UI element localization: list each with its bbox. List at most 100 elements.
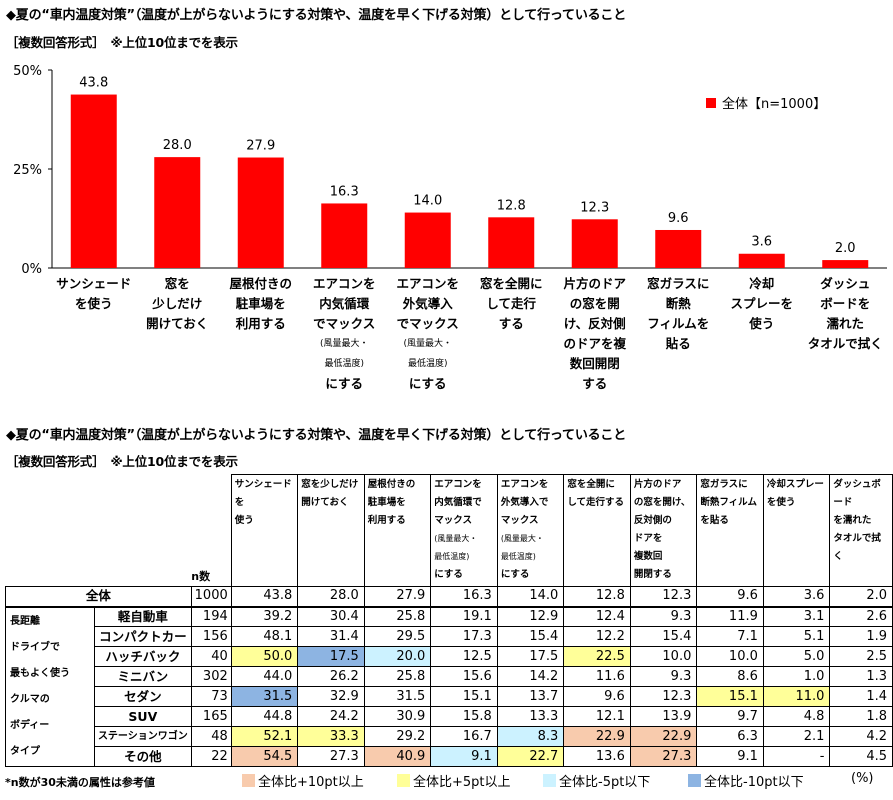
column-header-line: を使う: [766, 497, 796, 508]
total-cell: 28.0: [297, 586, 365, 608]
row-label: SUV: [93, 706, 192, 727]
category-label-line: の窓を開: [569, 296, 620, 311]
table-cell: 40.9: [363, 746, 432, 767]
header-blank: [6, 475, 192, 587]
column-header-line: 最低温度): [434, 552, 470, 561]
category-label: エアコンを 外気導入 でマックス (風量最大・ 最低温度) にする: [386, 274, 470, 394]
category-label: 片方のドア の窓を開 け、反対側 のドアを複 数回開閉 する: [553, 274, 637, 394]
category-label-line: にする: [325, 376, 364, 391]
bar: [321, 203, 368, 268]
table-cell: 4.2: [829, 726, 893, 747]
table-cell: 4.5: [829, 746, 893, 767]
table-cell: 12.4: [563, 606, 631, 627]
legend-swatch: [706, 97, 716, 108]
table-cell: 13.3: [496, 706, 565, 727]
category-label-line: のドアを複: [563, 336, 626, 351]
legend-label: 全体【n=1000】: [722, 97, 827, 112]
bar: [571, 219, 618, 268]
category-label: 窓を全開に して走行 する: [469, 274, 553, 334]
table-cell: 29.5: [363, 626, 432, 647]
category-label-line: 外気導入: [402, 296, 453, 311]
column-header-line: 開けておく: [301, 497, 349, 508]
category-label-line: 使う: [749, 316, 775, 331]
column-header-line: (風量最大・: [500, 534, 544, 543]
table-cell: 12.1: [563, 706, 631, 727]
unit-label: (%): [851, 771, 874, 786]
bar-value-label: 28.0: [163, 138, 192, 153]
bar: [738, 253, 785, 268]
y-tick-label: 50%: [13, 64, 42, 79]
category-label: 屋根付きの 駐車場を 利用する: [219, 274, 303, 334]
table-cell: 12.9: [496, 606, 565, 627]
plus10-label: 全体比+10pt以上: [258, 775, 364, 790]
category-label: 窓を 少しだけ 開けておく: [135, 274, 219, 334]
column-header-line: 複数回: [633, 551, 663, 562]
table-cell: 17.5: [297, 646, 365, 667]
column-header-line: 開閉する: [633, 569, 672, 580]
table-cell: 2.6: [829, 606, 893, 627]
column-header-line: にする: [434, 569, 463, 580]
chart-heading: ◆夏の“車内温度対策”（温度が上がらないようにする対策や、温度を早く下げる対策）…: [6, 8, 627, 23]
group-label: 長距離 ドライブで 最もよく使う クルマの ボディー タイプ: [5, 606, 95, 767]
table-cell: 5.1: [762, 626, 831, 647]
table-cell: 12.3: [629, 686, 698, 707]
category-label-line: でマックス: [396, 316, 459, 331]
category-label-line: 内気循環: [319, 296, 370, 311]
table-cell: 9.1: [696, 746, 764, 767]
column-header-line: 窓を全開に: [567, 479, 615, 490]
table-cell: 33.3: [297, 726, 365, 747]
row-n: 73: [190, 686, 232, 707]
column-header-line: 内気循環で: [434, 497, 482, 508]
column-header-line: エアコンを: [500, 479, 549, 490]
table-cell: 32.9: [297, 686, 365, 707]
table-cell: 7.1: [696, 626, 764, 647]
table-cell: 9.3: [629, 606, 698, 627]
group-label-line: ボディー: [10, 719, 50, 731]
column-header-line: にする: [500, 569, 530, 580]
column-header: 窓を全開に して走行する: [563, 474, 631, 587]
table-cell: 39.2: [230, 606, 299, 627]
category-label-line: 利用する: [235, 316, 286, 331]
table-cell: 12.2: [563, 626, 631, 647]
chart-subheading: ［複数回答形式］ ※上位10位までを表示: [6, 35, 238, 50]
table-cell: 19.1: [430, 606, 498, 627]
table-cell: 11.9: [696, 606, 764, 627]
row-n: 48: [190, 726, 232, 747]
table-cell: 31.4: [297, 626, 365, 647]
category-label-line: フィルムを: [647, 316, 710, 331]
group-label-line: 最もよく使う: [10, 667, 70, 679]
column-header-line: を貼る: [700, 515, 729, 526]
table-cell: 13.6: [563, 746, 631, 767]
column-header: 窓ガラスに 断熱フィルム を貼る: [696, 474, 764, 587]
table-cell: 17.3: [430, 626, 498, 647]
table-subheading: ［複数回答形式］ ※上位10位までを表示: [6, 454, 238, 469]
column-header-line: ドアを: [633, 533, 663, 544]
total-label: 全体: [5, 586, 192, 608]
table-cell: 16.7: [430, 726, 498, 747]
row-n: 156: [190, 626, 232, 647]
table-cell: 29.2: [363, 726, 432, 747]
category-label-line: 駐車場を: [235, 296, 286, 311]
column-header-line: (風量最大・: [434, 534, 478, 543]
total-cell: 43.8: [230, 586, 299, 608]
total-cell: 27.9: [363, 586, 432, 608]
bar-chart: 0% 25% 50% 43.8 28.0 27.9 16.3 14.0 12.8 12.3 9.6 3…: [13, 64, 887, 275]
y-tick-label: 25%: [13, 163, 42, 178]
bar-value-label: 43.8: [79, 76, 108, 91]
category-label-line: 少しだけ: [152, 296, 203, 311]
bar-value-label: 14.0: [413, 194, 442, 209]
category-label-line: 窓を: [164, 276, 190, 291]
column-header-line: 窓ガラスに: [700, 479, 748, 490]
category-label-line: ボードを: [820, 296, 871, 311]
category-label-line: 冷却: [749, 276, 775, 291]
category-label-line: 片方のドア: [563, 276, 626, 291]
table-cell: 15.1: [430, 686, 498, 707]
category-label: エアコンを 内気循環 でマックス (風量最大・ 最低温度) にする: [302, 274, 386, 394]
table-cell: 11.6: [563, 666, 631, 687]
table-cell: 52.1: [230, 726, 299, 747]
table-cell: 10.0: [696, 646, 764, 667]
plus5-label: 全体比+5pt以上: [413, 775, 511, 790]
table-heading: ◆夏の“車内温度対策”（温度が上がらないようにする対策や、温度を早く下げる対策）…: [6, 428, 627, 443]
column-header: 冷却スプレー を使う: [762, 474, 831, 587]
row-label: コンパクトカー: [93, 626, 192, 647]
